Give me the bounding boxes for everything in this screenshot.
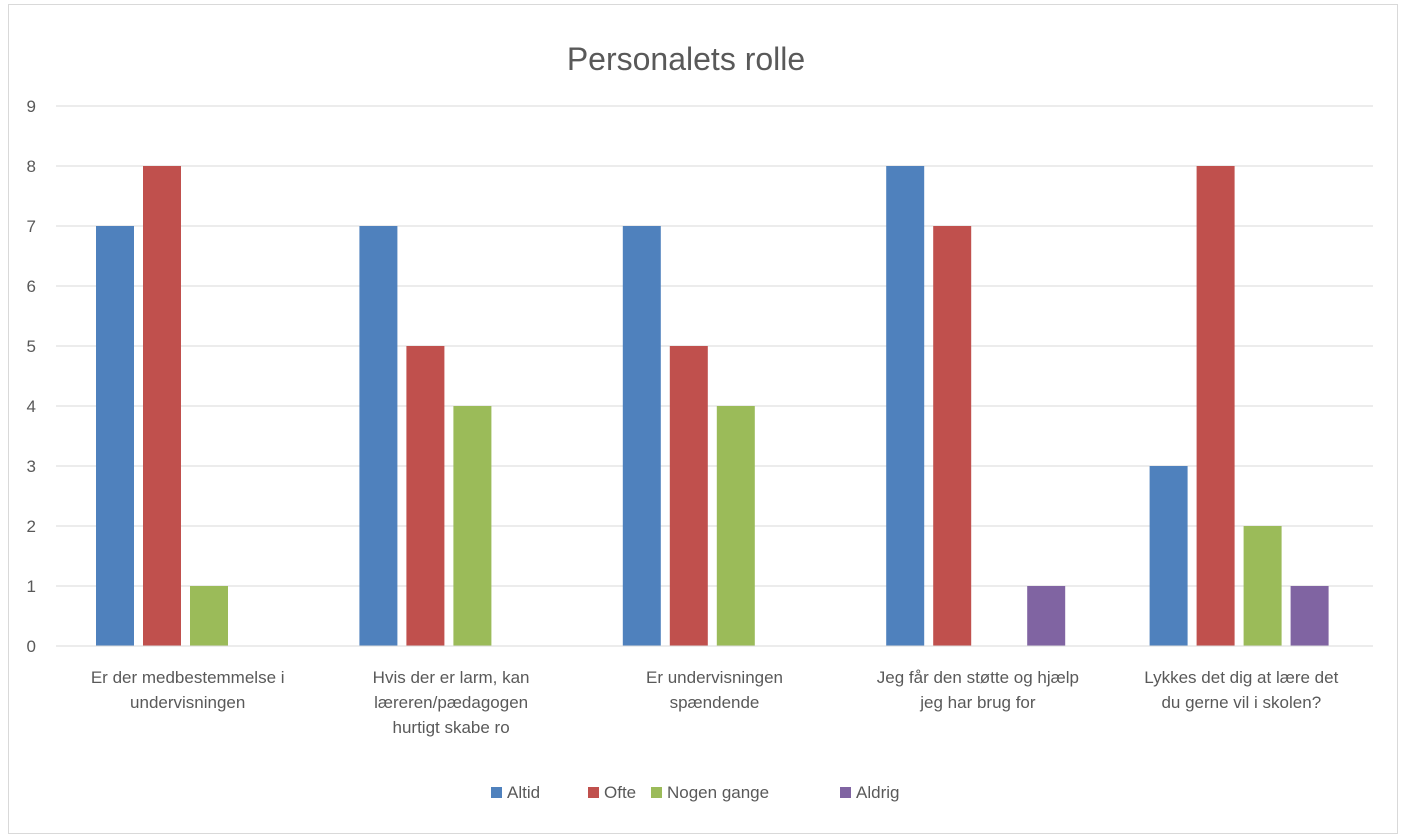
x-category-label: jeg har brug for bbox=[919, 693, 1036, 712]
x-category-label: læreren/pædagogen bbox=[374, 693, 528, 712]
y-axis: 0 1 2 3 4 5 6 7 8 9 bbox=[27, 97, 36, 656]
y-tick-label: 4 bbox=[27, 397, 36, 416]
y-tick-label: 6 bbox=[27, 277, 36, 296]
legend-swatch-altid bbox=[491, 787, 502, 798]
x-category-label: spændende bbox=[670, 693, 760, 712]
legend-label: Aldrig bbox=[856, 783, 899, 802]
legend-label: Altid bbox=[507, 783, 540, 802]
y-tick-label: 8 bbox=[27, 157, 36, 176]
legend-label: Ofte bbox=[604, 783, 636, 802]
legend-swatch-ofte bbox=[588, 787, 599, 798]
bar-nogen-gange-5 bbox=[1243, 526, 1282, 646]
x-category-label: du gerne vil i skolen? bbox=[1161, 693, 1321, 712]
bar-ofte-2 bbox=[406, 346, 445, 646]
y-tick-label: 2 bbox=[27, 517, 36, 536]
y-tick-label: 5 bbox=[27, 337, 36, 356]
bar-ofte-4 bbox=[933, 226, 972, 646]
bar-altid-3 bbox=[622, 226, 661, 646]
y-tick-label: 9 bbox=[27, 97, 36, 116]
x-category-label: hurtigt skabe ro bbox=[393, 718, 510, 737]
legend-swatch-aldrig bbox=[840, 787, 851, 798]
bar-altid-2 bbox=[359, 226, 398, 646]
legend-label: Nogen gange bbox=[667, 783, 769, 802]
bar-ofte-5 bbox=[1196, 166, 1235, 646]
y-tick-label: 0 bbox=[27, 637, 36, 656]
x-category-label: Jeg får den støtte og hjælp bbox=[877, 668, 1079, 687]
bar-ofte-3 bbox=[669, 346, 708, 646]
y-tick-label: 3 bbox=[27, 457, 36, 476]
bar-ofte-1 bbox=[143, 166, 181, 646]
x-category-label: Er undervisningen bbox=[646, 668, 783, 687]
x-category-label: Lykkes det dig at lære det bbox=[1144, 668, 1338, 687]
bar-altid-5 bbox=[1149, 466, 1188, 646]
bar-aldrig-4 bbox=[1027, 586, 1066, 646]
bar-nogen-gange-3 bbox=[716, 406, 755, 646]
y-tick-label: 7 bbox=[27, 217, 36, 236]
x-category-label: undervisningen bbox=[130, 693, 245, 712]
y-tick-label: 1 bbox=[27, 577, 36, 596]
legend: Altid Ofte Nogen gange Aldrig bbox=[491, 783, 899, 802]
bar-altid-4 bbox=[886, 166, 925, 646]
bar-nogen-gange-2 bbox=[453, 406, 492, 646]
x-category-label: Hvis der er larm, kan bbox=[373, 668, 530, 687]
chart-title: Personalets rolle bbox=[567, 41, 805, 77]
x-category-label: Er der medbestemmelse i bbox=[91, 668, 285, 687]
x-axis: Er der medbestemmelse i undervisningen Hvi… bbox=[56, 645, 1373, 737]
bar-nogen-gange-1 bbox=[190, 586, 228, 646]
bar-aldrig-5 bbox=[1290, 586, 1329, 646]
bar-altid-1 bbox=[96, 226, 134, 646]
bars bbox=[96, 166, 1329, 646]
legend-swatch-nogen-gange bbox=[651, 787, 662, 798]
